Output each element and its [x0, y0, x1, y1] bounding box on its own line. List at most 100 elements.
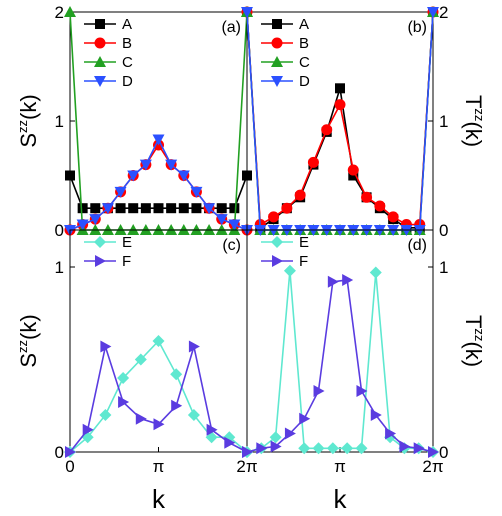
data-point-D	[215, 214, 228, 226]
data-point-B	[268, 211, 280, 223]
y-tick-label: 1	[439, 112, 448, 131]
data-point-E	[298, 442, 311, 455]
data-point-A	[166, 203, 177, 214]
data-point-E	[355, 442, 368, 455]
y-axis-label: Tzz(k)	[461, 315, 487, 367]
legend-item-B: B	[84, 35, 132, 52]
data-point-B	[361, 191, 373, 203]
data-point-D	[203, 203, 216, 215]
data-point-F	[399, 440, 411, 453]
data-point-F	[100, 340, 112, 353]
data-point-D	[152, 134, 165, 146]
data-point-F	[242, 446, 253, 458]
legend-label: A	[122, 16, 132, 33]
legend-marker	[94, 76, 106, 87]
legend-marker	[271, 236, 283, 248]
legend-item-D: D	[84, 73, 133, 90]
data-point-E	[283, 264, 296, 277]
legend-marker	[271, 76, 283, 87]
series-F	[242, 273, 439, 458]
y-tick-label: 0	[439, 221, 448, 240]
legend-label: D	[299, 73, 310, 90]
data-point-B	[374, 200, 386, 212]
y-axis-label: Szz(k)	[15, 94, 41, 147]
plot-area	[64, 6, 253, 236]
data-point-F	[413, 442, 425, 455]
legend-marker	[271, 56, 283, 67]
data-point-F	[118, 396, 130, 409]
data-point-F	[342, 273, 354, 286]
data-point-E	[152, 335, 165, 347]
data-point-B	[294, 189, 306, 201]
data-point-F	[188, 340, 200, 353]
data-point-F	[284, 427, 296, 440]
panel-d: 0 1 π 2π Tzz(k) k (d) EF	[241, 229, 487, 514]
panel-label: (c)	[222, 237, 241, 254]
legend-label: B	[299, 35, 309, 52]
data-point-F	[171, 399, 183, 412]
data-point-A	[229, 203, 240, 214]
legend-item-C: C	[84, 54, 133, 71]
data-point-D	[127, 170, 140, 182]
data-point-F	[356, 384, 368, 397]
legend-marker	[94, 236, 106, 248]
data-point-B	[387, 211, 399, 223]
legend-item-D: D	[261, 73, 310, 90]
plot-area	[241, 6, 439, 236]
data-point-E	[369, 266, 382, 279]
data-point-A	[65, 170, 75, 181]
series-C	[241, 6, 439, 235]
data-point-F	[313, 384, 325, 397]
series-B	[241, 6, 439, 231]
y-axis-label: Szz(k)	[15, 314, 41, 367]
series-line-F	[246, 279, 434, 453]
legend: EF	[261, 234, 309, 270]
legend-marker	[272, 19, 282, 29]
legend-label: F	[122, 253, 131, 270]
series-F	[65, 340, 253, 458]
data-point-F	[65, 446, 76, 458]
series-line-E	[246, 270, 434, 453]
legend-label: F	[299, 253, 308, 270]
data-point-E	[99, 409, 112, 421]
panel-label: (d)	[407, 237, 427, 254]
series-C	[64, 6, 253, 235]
legend-label: E	[299, 234, 309, 251]
y-tick-label: 0	[439, 443, 448, 462]
data-point-D	[165, 159, 178, 171]
data-point-F	[206, 423, 218, 436]
data-point-D	[89, 214, 102, 226]
x-tick-label: 2π	[236, 457, 257, 476]
series-line-F	[69, 343, 248, 453]
legend-label: A	[299, 16, 309, 33]
legend-item-F: F	[84, 253, 131, 270]
data-point-B	[307, 156, 319, 168]
data-point-A	[115, 203, 126, 214]
x-tick-label: 0	[65, 457, 74, 476]
data-point-F	[256, 442, 268, 455]
data-point-F	[299, 412, 311, 425]
data-point-E	[312, 442, 325, 455]
plot-area	[241, 264, 439, 458]
data-point-F	[224, 436, 236, 449]
x-axis-label: k	[334, 484, 348, 514]
legend-item-E: E	[84, 234, 132, 251]
data-point-A	[153, 203, 164, 214]
data-point-A	[216, 203, 227, 214]
data-point-F	[82, 423, 94, 436]
data-point-F	[135, 412, 147, 425]
legend-item-F: F	[261, 253, 308, 270]
data-point-F	[385, 427, 397, 440]
y-tick-label: 2	[55, 3, 64, 22]
x-tick-label: 2π	[422, 457, 443, 476]
y-tick-label: 1	[55, 112, 64, 131]
series-E	[64, 335, 253, 458]
data-point-D	[190, 186, 203, 198]
legend-label: E	[122, 234, 132, 251]
data-point-B	[281, 202, 293, 214]
data-point-C	[64, 6, 76, 17]
data-point-F	[370, 409, 382, 421]
